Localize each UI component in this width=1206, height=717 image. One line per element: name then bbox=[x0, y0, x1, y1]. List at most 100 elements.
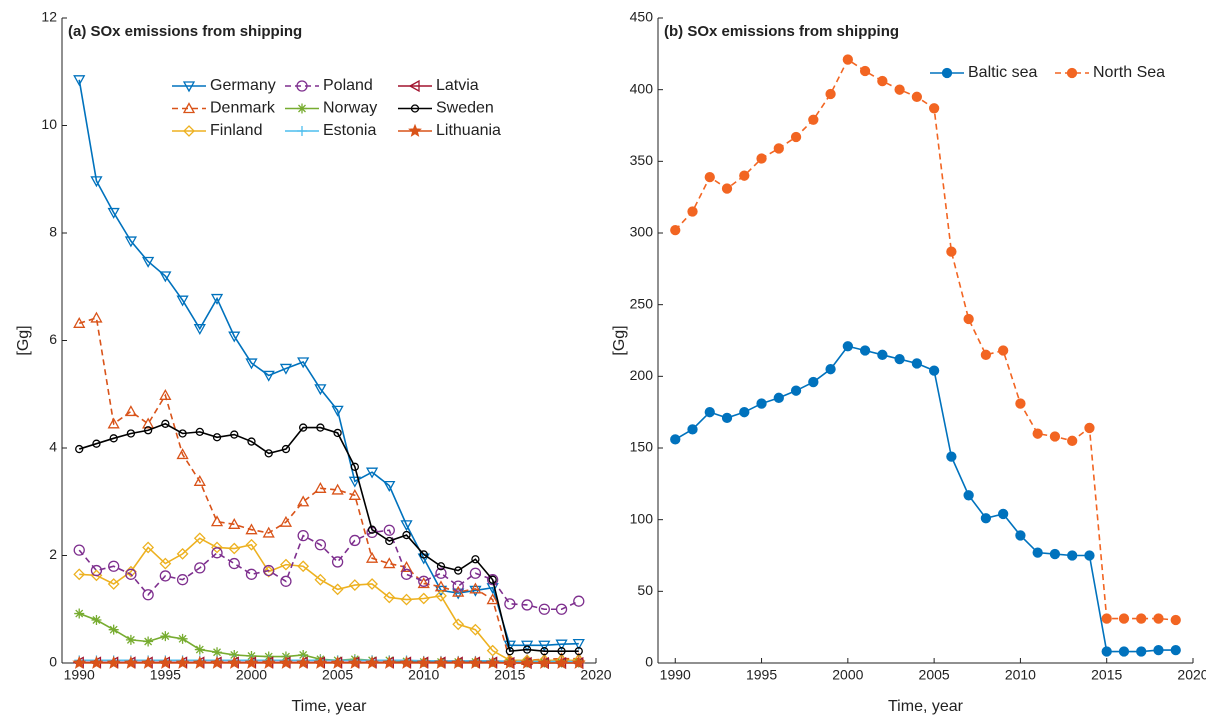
marker bbox=[383, 480, 396, 492]
marker bbox=[773, 392, 784, 403]
marker bbox=[1067, 435, 1078, 446]
marker bbox=[859, 345, 871, 356]
marker bbox=[1136, 646, 1147, 657]
marker bbox=[522, 645, 532, 654]
marker bbox=[670, 434, 681, 445]
marker bbox=[297, 103, 307, 114]
marker bbox=[107, 578, 120, 590]
marker bbox=[297, 357, 310, 369]
marker bbox=[106, 655, 121, 669]
marker bbox=[228, 557, 240, 570]
marker bbox=[554, 655, 569, 669]
marker bbox=[419, 550, 428, 559]
marker bbox=[90, 564, 103, 577]
marker bbox=[316, 423, 325, 432]
marker bbox=[739, 407, 750, 418]
marker bbox=[245, 538, 258, 551]
marker bbox=[416, 655, 431, 669]
marker bbox=[73, 75, 86, 87]
marker bbox=[124, 405, 138, 417]
marker bbox=[454, 566, 463, 575]
marker bbox=[400, 593, 413, 606]
marker bbox=[877, 75, 888, 87]
marker bbox=[263, 564, 275, 577]
x-tick-label: 2020 bbox=[580, 667, 611, 683]
legend-label: Lithuania bbox=[436, 122, 501, 139]
marker bbox=[161, 419, 170, 428]
x-tick-label: 1990 bbox=[64, 667, 95, 683]
marker bbox=[1153, 644, 1164, 656]
marker bbox=[247, 437, 256, 446]
marker bbox=[998, 345, 1009, 356]
marker bbox=[142, 417, 155, 429]
marker bbox=[687, 206, 698, 217]
marker bbox=[280, 558, 292, 571]
marker bbox=[279, 363, 293, 375]
marker bbox=[72, 655, 87, 669]
marker bbox=[75, 444, 84, 454]
marker bbox=[790, 131, 802, 143]
y-tick-label: 350 bbox=[630, 152, 654, 168]
chart-title: (a) SOx emissions from shipping bbox=[68, 23, 302, 40]
marker bbox=[230, 430, 239, 439]
marker bbox=[537, 655, 552, 669]
marker bbox=[1101, 646, 1112, 657]
chart-title: (b) SOx emissions from shipping bbox=[664, 23, 899, 40]
marker bbox=[365, 551, 379, 563]
marker bbox=[73, 544, 85, 556]
marker bbox=[1049, 431, 1061, 442]
marker bbox=[469, 623, 482, 636]
marker bbox=[195, 427, 204, 437]
marker bbox=[521, 599, 533, 611]
marker bbox=[331, 556, 344, 568]
marker bbox=[1153, 613, 1164, 624]
marker bbox=[1015, 530, 1026, 541]
marker bbox=[383, 591, 396, 604]
marker bbox=[1118, 613, 1130, 624]
marker bbox=[296, 80, 308, 92]
marker bbox=[297, 126, 307, 136]
marker bbox=[1118, 646, 1130, 657]
marker bbox=[739, 170, 750, 181]
marker bbox=[90, 176, 103, 188]
marker bbox=[399, 655, 414, 669]
marker bbox=[175, 655, 190, 669]
marker bbox=[980, 513, 992, 524]
marker bbox=[538, 640, 551, 652]
marker bbox=[183, 125, 195, 137]
y-tick-label: 150 bbox=[630, 439, 654, 455]
marker bbox=[143, 426, 153, 435]
marker bbox=[963, 313, 974, 325]
marker bbox=[159, 271, 172, 283]
marker bbox=[572, 639, 585, 650]
marker bbox=[227, 655, 242, 669]
y-tick-label: 0 bbox=[645, 654, 653, 670]
legend-label: North Sea bbox=[1093, 64, 1165, 81]
legend-label: Denmark bbox=[210, 100, 276, 117]
marker bbox=[1032, 547, 1043, 558]
marker bbox=[182, 102, 196, 114]
marker bbox=[505, 647, 515, 656]
marker bbox=[1049, 548, 1061, 560]
marker bbox=[297, 495, 310, 507]
marker bbox=[297, 560, 310, 573]
marker bbox=[107, 417, 120, 429]
marker bbox=[123, 655, 138, 669]
series-line bbox=[78, 316, 579, 662]
marker bbox=[911, 358, 923, 369]
marker bbox=[555, 639, 568, 651]
legend-label: Poland bbox=[323, 77, 373, 94]
marker bbox=[877, 349, 888, 360]
marker bbox=[331, 405, 344, 417]
marker bbox=[382, 655, 397, 669]
marker bbox=[894, 84, 905, 95]
marker bbox=[808, 114, 819, 125]
marker bbox=[73, 316, 86, 328]
marker bbox=[89, 655, 104, 669]
marker bbox=[347, 655, 362, 669]
marker bbox=[436, 562, 446, 571]
marker bbox=[108, 560, 120, 572]
marker bbox=[418, 575, 430, 587]
y-tick-label: 8 bbox=[49, 224, 57, 240]
x-tick-label: 1995 bbox=[746, 667, 777, 683]
